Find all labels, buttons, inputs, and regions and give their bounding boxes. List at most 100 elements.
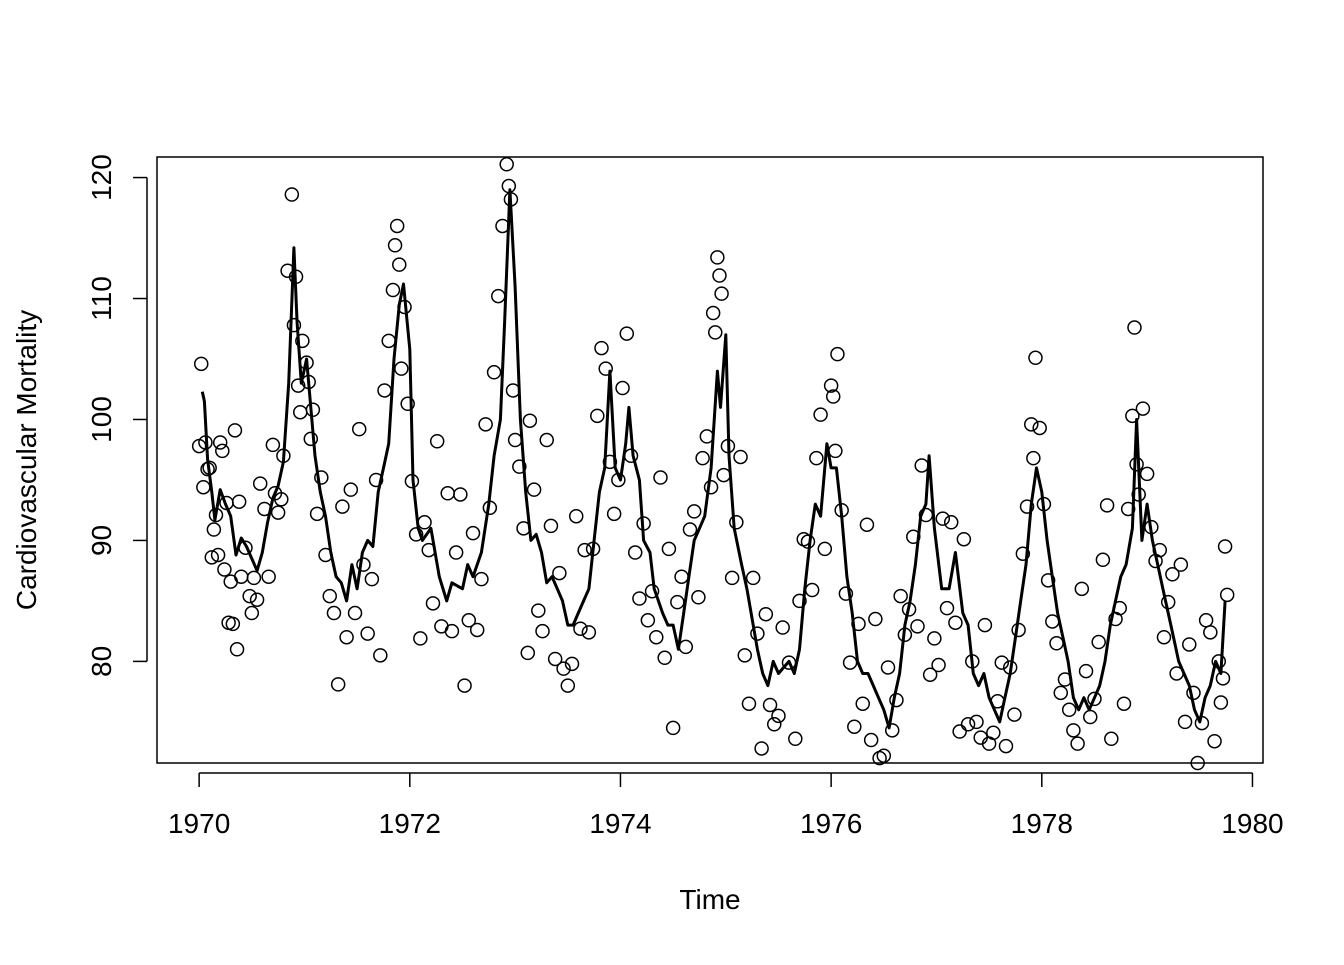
data-point xyxy=(792,593,807,609)
data-point xyxy=(314,470,329,485)
data-point xyxy=(204,550,220,565)
data-point xyxy=(1024,417,1039,432)
data-point xyxy=(1217,539,1233,554)
data-point xyxy=(922,667,938,682)
data-point xyxy=(767,717,782,732)
data-point xyxy=(1049,636,1064,651)
data-point xyxy=(729,515,744,530)
data-point xyxy=(417,515,432,530)
data-point xyxy=(653,470,668,485)
data-point xyxy=(244,605,260,621)
data-point xyxy=(632,591,647,606)
data-point xyxy=(535,623,550,639)
data-point xyxy=(710,250,725,265)
data-point xyxy=(1203,625,1218,640)
data-point xyxy=(649,629,664,645)
data-point xyxy=(330,677,346,692)
smooth-line xyxy=(200,188,1227,730)
data-point xyxy=(661,541,677,557)
data-point xyxy=(691,590,706,605)
data-point xyxy=(644,583,660,599)
data-point xyxy=(520,645,536,661)
data-point xyxy=(1127,320,1142,335)
data-point xyxy=(935,511,951,526)
data-point xyxy=(1129,456,1144,472)
data-point xyxy=(242,588,257,604)
data-point xyxy=(249,592,265,607)
data-point xyxy=(351,421,367,437)
y-tick-label: 110 xyxy=(86,276,117,321)
data-point xyxy=(512,459,527,474)
data-point xyxy=(453,487,468,502)
data-point xyxy=(225,616,241,632)
data-point xyxy=(1139,466,1155,482)
data-point xyxy=(293,404,308,420)
data-point xyxy=(234,569,249,584)
data-point xyxy=(598,361,613,376)
data-point xyxy=(1125,408,1140,424)
data-point xyxy=(413,631,428,646)
data-point xyxy=(712,268,727,283)
data-point xyxy=(771,708,786,724)
data-point xyxy=(1173,557,1189,572)
x-tick-label: 1978 xyxy=(1011,808,1073,839)
data-point xyxy=(1074,581,1090,597)
data-point xyxy=(758,606,774,622)
y-tick-label: 90 xyxy=(86,525,117,556)
data-point xyxy=(394,361,409,376)
data-point xyxy=(368,472,384,488)
data-point xyxy=(804,582,820,598)
data-point xyxy=(356,557,371,572)
data-point xyxy=(619,326,635,341)
data-point xyxy=(1007,707,1022,722)
x-tick-label: 1974 xyxy=(589,808,651,839)
data-point xyxy=(825,389,841,404)
data-point xyxy=(615,380,630,396)
data-point xyxy=(360,626,375,641)
data-point xyxy=(212,435,228,450)
data-point xyxy=(568,508,584,524)
data-point xyxy=(335,499,350,514)
data-point xyxy=(491,288,506,304)
x-tick-label: 1970 xyxy=(168,808,230,839)
data-point xyxy=(948,615,963,630)
data-point xyxy=(539,432,554,448)
data-point xyxy=(594,340,609,356)
data-point xyxy=(1182,637,1197,652)
data-point xyxy=(823,378,839,393)
data-point xyxy=(969,714,984,730)
data-point xyxy=(1040,573,1056,588)
data-point xyxy=(270,505,286,520)
data-point xyxy=(408,527,424,542)
data-point xyxy=(295,333,310,349)
data-points xyxy=(191,157,1235,771)
data-point xyxy=(381,333,396,349)
data-point xyxy=(1032,420,1047,436)
data-point xyxy=(1135,401,1151,416)
data-point xyxy=(714,286,729,301)
data-point xyxy=(1099,498,1115,513)
data-point xyxy=(703,479,719,495)
x-tick-label: 1972 xyxy=(379,808,441,839)
data-point xyxy=(229,642,245,657)
data-point xyxy=(1070,736,1085,751)
data-point xyxy=(1015,546,1031,561)
data-point xyxy=(1061,702,1077,718)
data-point xyxy=(564,656,580,672)
data-point xyxy=(274,492,289,507)
data-point xyxy=(469,622,485,638)
data-point xyxy=(309,506,325,522)
data-point xyxy=(855,696,870,711)
data-point xyxy=(448,545,464,560)
data-point xyxy=(762,697,778,713)
y-axis-label: Cardiovascular Mortality xyxy=(11,310,42,610)
data-point xyxy=(1198,613,1214,628)
data-point xyxy=(788,731,803,747)
data-point xyxy=(914,458,929,473)
plot-frame xyxy=(156,156,1264,764)
data-point xyxy=(343,482,359,497)
data-point xyxy=(705,305,721,321)
data-point xyxy=(499,157,514,172)
data-point xyxy=(1156,629,1172,645)
